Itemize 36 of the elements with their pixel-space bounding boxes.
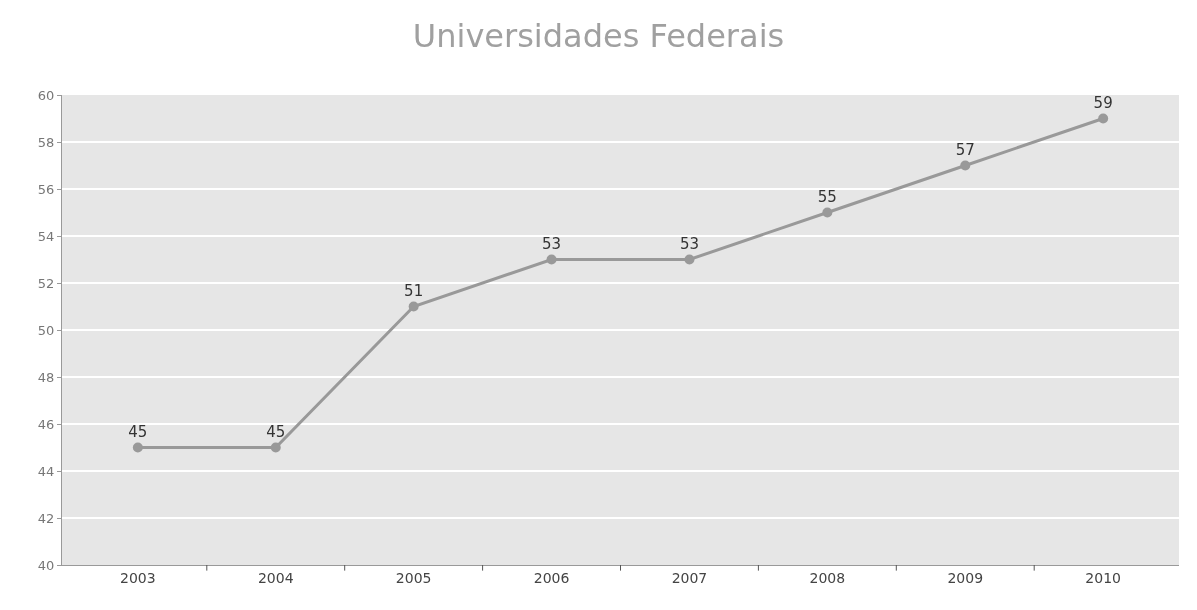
x-tick-label: 2003 <box>120 569 156 586</box>
y-tick-label: 42 <box>37 510 55 526</box>
x-tick-label: 2007 <box>671 569 708 586</box>
point <box>132 442 143 453</box>
data-label: 53 <box>679 234 699 253</box>
point <box>684 254 695 265</box>
data-label: 51 <box>404 281 424 300</box>
y-tick-label: 46 <box>37 416 55 432</box>
y-tick-label: 44 <box>37 463 55 479</box>
y-tick-label: 40 <box>37 557 55 573</box>
y-tick-label: 52 <box>37 275 55 291</box>
x-tick-label: 2009 <box>947 569 984 586</box>
data-label: 57 <box>955 140 975 159</box>
point <box>960 160 971 171</box>
data-label: 59 <box>1093 93 1113 112</box>
y-tick-label: 58 <box>37 134 55 150</box>
point <box>546 254 557 265</box>
x-tick-label: 2004 <box>257 569 294 586</box>
y-tick-label: 54 <box>37 228 55 244</box>
point <box>822 207 833 218</box>
x-tick-label: 2010 <box>1085 569 1121 586</box>
x-tick-label: 2005 <box>395 569 432 586</box>
point <box>408 301 419 312</box>
data-label: 55 <box>817 187 837 206</box>
point <box>1098 113 1109 124</box>
data-label: 53 <box>542 234 562 253</box>
data-label: 45 <box>266 422 286 441</box>
y-tick-label: 48 <box>37 369 55 385</box>
point <box>270 442 281 453</box>
y-tick-label: 50 <box>37 322 55 338</box>
chart-title: Universidades Federais <box>412 16 785 55</box>
y-tick-label: 60 <box>37 87 55 103</box>
x-tick-label: 2008 <box>809 569 846 586</box>
data-label: 45 <box>128 422 148 441</box>
x-tick-label: 2006 <box>533 569 570 586</box>
y-tick-label: 56 <box>37 181 55 197</box>
